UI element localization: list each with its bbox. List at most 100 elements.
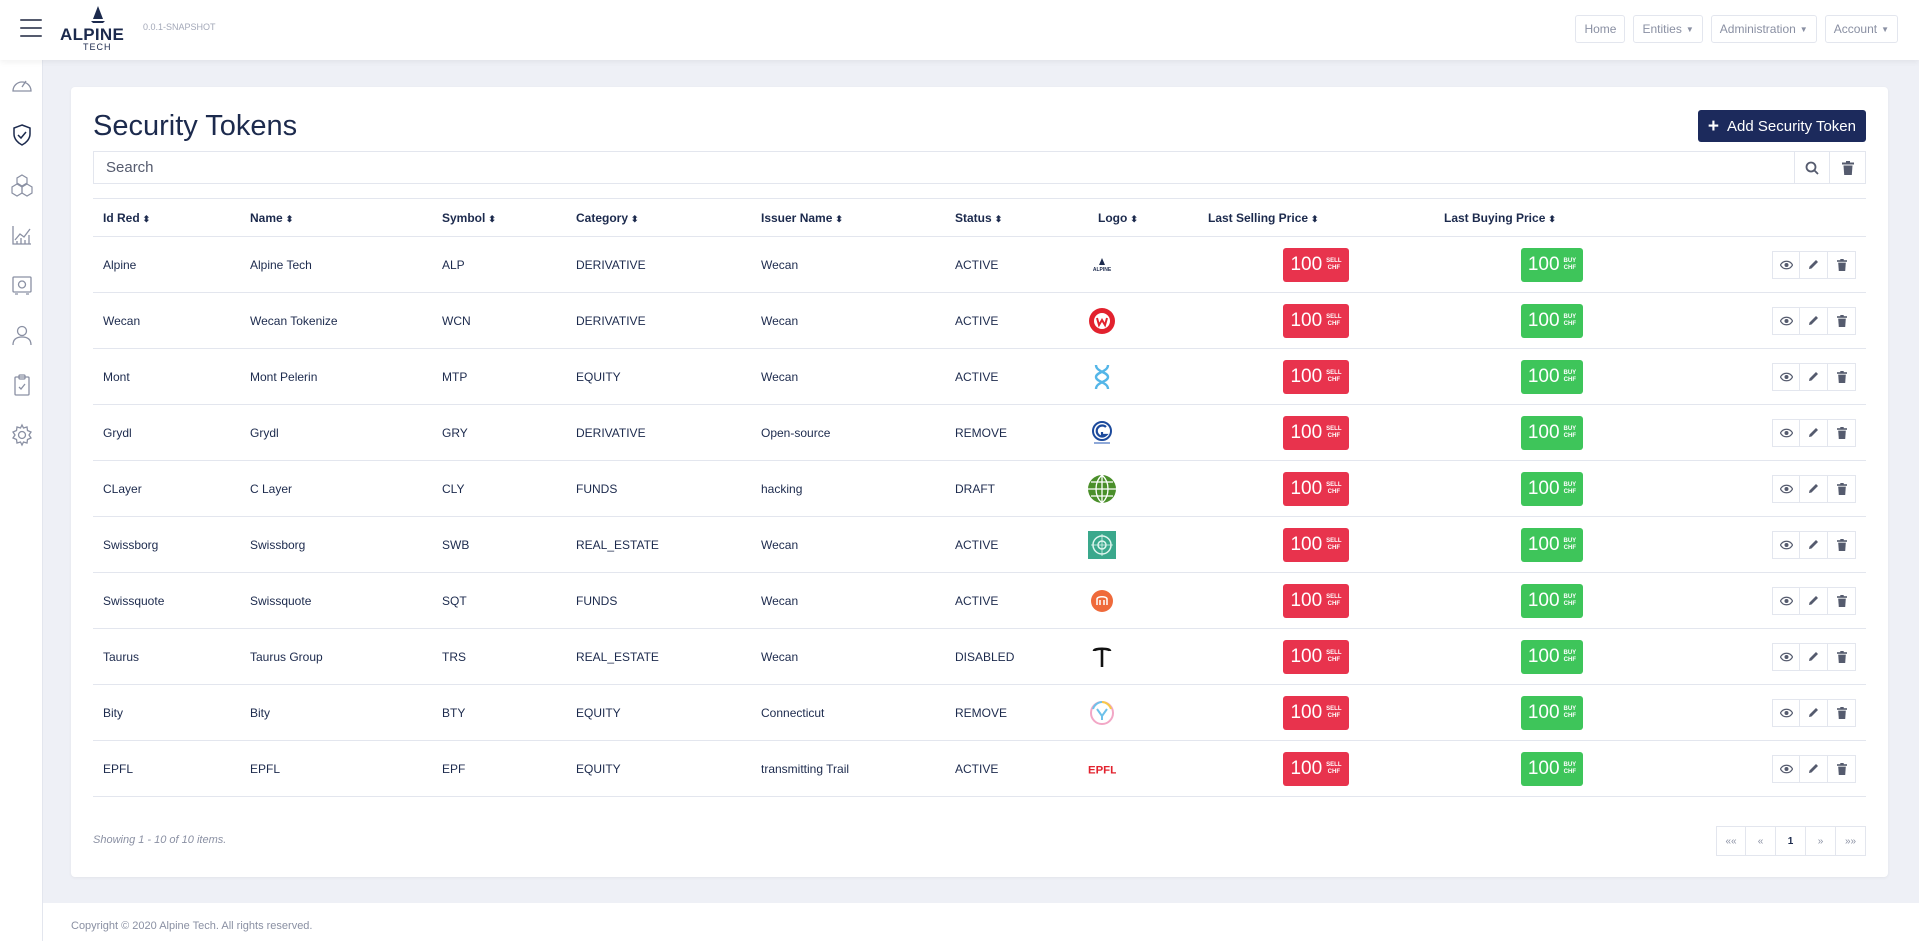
cell-issuer-name: transmitting Trail xyxy=(751,740,945,797)
col-header-label: Status xyxy=(955,210,992,225)
nav-administration[interactable]: Administration ▼ xyxy=(1710,15,1817,43)
sidebar-item-tasks[interactable] xyxy=(0,360,43,410)
edit-button[interactable] xyxy=(1800,474,1828,503)
nav-home[interactable]: Home xyxy=(1575,15,1626,43)
search-button[interactable] xyxy=(1794,151,1830,184)
cell-last-selling-price: 100 SELL CHF xyxy=(1198,404,1434,461)
view-button[interactable] xyxy=(1772,250,1800,279)
delete-button[interactable] xyxy=(1828,418,1856,447)
page-prev-button[interactable]: « xyxy=(1746,826,1776,856)
cell-id-red[interactable]: Bity xyxy=(93,684,240,741)
col-header-status[interactable]: Status ⬍ xyxy=(945,198,1088,237)
cell-actions xyxy=(1670,460,1866,517)
edit-button[interactable] xyxy=(1800,306,1828,335)
view-button[interactable] xyxy=(1772,586,1800,615)
delete-button[interactable] xyxy=(1828,586,1856,615)
cell-id-red[interactable]: Mont xyxy=(93,348,240,405)
trash-icon xyxy=(1836,762,1847,775)
edit-button[interactable] xyxy=(1800,754,1828,783)
delete-button[interactable] xyxy=(1828,250,1856,279)
edit-button[interactable] xyxy=(1800,698,1828,727)
col-header-symbol[interactable]: Symbol ⬍ xyxy=(432,198,566,237)
delete-button[interactable] xyxy=(1828,306,1856,335)
add-security-token-button[interactable]: + Add Security Token xyxy=(1697,110,1866,142)
buy-label: BUY xyxy=(1563,481,1577,488)
table-row: CLayer C Layer CLY FUNDS hacking DRAFT 100 SELL… xyxy=(93,460,1866,517)
col-header-category[interactable]: Category ⬍ xyxy=(566,198,751,237)
cell-actions xyxy=(1670,348,1866,405)
nav-account[interactable]: Account ▼ xyxy=(1824,15,1898,43)
edit-button[interactable] xyxy=(1800,418,1828,447)
page-first-button[interactable]: «« xyxy=(1716,826,1746,856)
view-button[interactable] xyxy=(1772,754,1800,783)
cell-id-red[interactable]: Taurus xyxy=(93,628,240,685)
cell-id-red[interactable]: Grydl xyxy=(93,404,240,461)
col-header-last-buying-price[interactable]: Last Buying Price ⬍ xyxy=(1434,198,1670,237)
view-button[interactable] xyxy=(1772,474,1800,503)
brand-logo[interactable]: ALPINE TECH xyxy=(60,4,136,52)
page-1-button[interactable]: 1 xyxy=(1776,826,1806,856)
delete-button[interactable] xyxy=(1828,362,1856,391)
pencil-icon xyxy=(1809,484,1818,493)
view-button[interactable] xyxy=(1772,362,1800,391)
search-input[interactable] xyxy=(93,151,1794,184)
col-header-issuer-name[interactable]: Issuer Name ⬍ xyxy=(751,198,945,237)
sell-label: SELL xyxy=(1326,481,1342,488)
trash-icon xyxy=(1836,426,1847,439)
sidebar-item-vault[interactable] xyxy=(0,260,43,310)
view-button[interactable] xyxy=(1772,642,1800,671)
cell-actions xyxy=(1670,684,1866,741)
edit-button[interactable] xyxy=(1800,586,1828,615)
edit-button[interactable] xyxy=(1800,530,1828,559)
cell-last-selling-price: 100 SELL CHF xyxy=(1198,236,1434,293)
page-next-button[interactable]: » xyxy=(1806,826,1836,856)
cell-id-red[interactable]: Wecan xyxy=(93,292,240,349)
clear-search-button[interactable] xyxy=(1830,151,1866,184)
sell-price-badge: 100 SELL CHF xyxy=(1283,247,1349,282)
cell-id-red[interactable]: EPFL xyxy=(93,740,240,797)
sidebar-item-chart[interactable] xyxy=(0,210,43,260)
currency-label: CHF xyxy=(1563,488,1577,495)
sidebar-item-security-tokens[interactable] xyxy=(0,110,43,160)
delete-button[interactable] xyxy=(1828,754,1856,783)
cell-logo xyxy=(1088,572,1198,629)
edit-button[interactable] xyxy=(1800,362,1828,391)
cell-id-red[interactable]: CLayer xyxy=(93,460,240,517)
col-header-last-selling-price[interactable]: Last Selling Price ⬍ xyxy=(1198,198,1434,237)
cell-status: ACTIVE xyxy=(945,740,1088,797)
delete-button[interactable] xyxy=(1828,474,1856,503)
cell-status: ACTIVE xyxy=(945,236,1088,293)
cell-actions xyxy=(1670,292,1866,349)
view-button[interactable] xyxy=(1772,530,1800,559)
delete-button[interactable] xyxy=(1828,530,1856,559)
sidebar-item-users[interactable] xyxy=(0,310,43,360)
cell-id-red[interactable]: Swissborg xyxy=(93,516,240,573)
sidebar-item-cubes[interactable] xyxy=(0,160,43,210)
view-button[interactable] xyxy=(1772,306,1800,335)
nav-entities[interactable]: Entities ▼ xyxy=(1633,15,1703,43)
token-logo xyxy=(1088,530,1116,559)
delete-button[interactable] xyxy=(1828,642,1856,671)
top-navbar: ALPINE TECH 0.0.1-SNAPSHOT Home Entities… xyxy=(0,0,1919,60)
col-header-logo[interactable]: Logo ⬍ xyxy=(1088,198,1198,237)
cell-id-red[interactable]: Alpine xyxy=(93,236,240,293)
delete-button[interactable] xyxy=(1828,698,1856,727)
sidebar-item-dashboard[interactable] xyxy=(0,60,43,110)
col-header-id-red[interactable]: Id Red ⬍ xyxy=(93,198,240,237)
cell-id-red[interactable]: Swissquote xyxy=(93,572,240,629)
cell-issuer-name: Wecan xyxy=(751,348,945,405)
view-button[interactable] xyxy=(1772,418,1800,447)
hamburger-menu-icon[interactable] xyxy=(20,19,42,37)
cell-name: Taurus Group xyxy=(240,628,432,685)
cell-last-buying-price: 100 BUY CHF xyxy=(1434,460,1670,517)
cell-actions xyxy=(1670,516,1866,573)
page-last-button[interactable]: »» xyxy=(1836,826,1866,856)
col-header-name[interactable]: Name ⬍ xyxy=(240,198,432,237)
nav-home-label: Home xyxy=(1584,22,1617,36)
edit-button[interactable] xyxy=(1800,250,1828,279)
sidebar-item-settings[interactable] xyxy=(0,410,43,460)
edit-button[interactable] xyxy=(1800,642,1828,671)
view-button[interactable] xyxy=(1772,698,1800,727)
currency-label: CHF xyxy=(1327,656,1341,663)
cell-symbol: WCN xyxy=(432,292,566,349)
